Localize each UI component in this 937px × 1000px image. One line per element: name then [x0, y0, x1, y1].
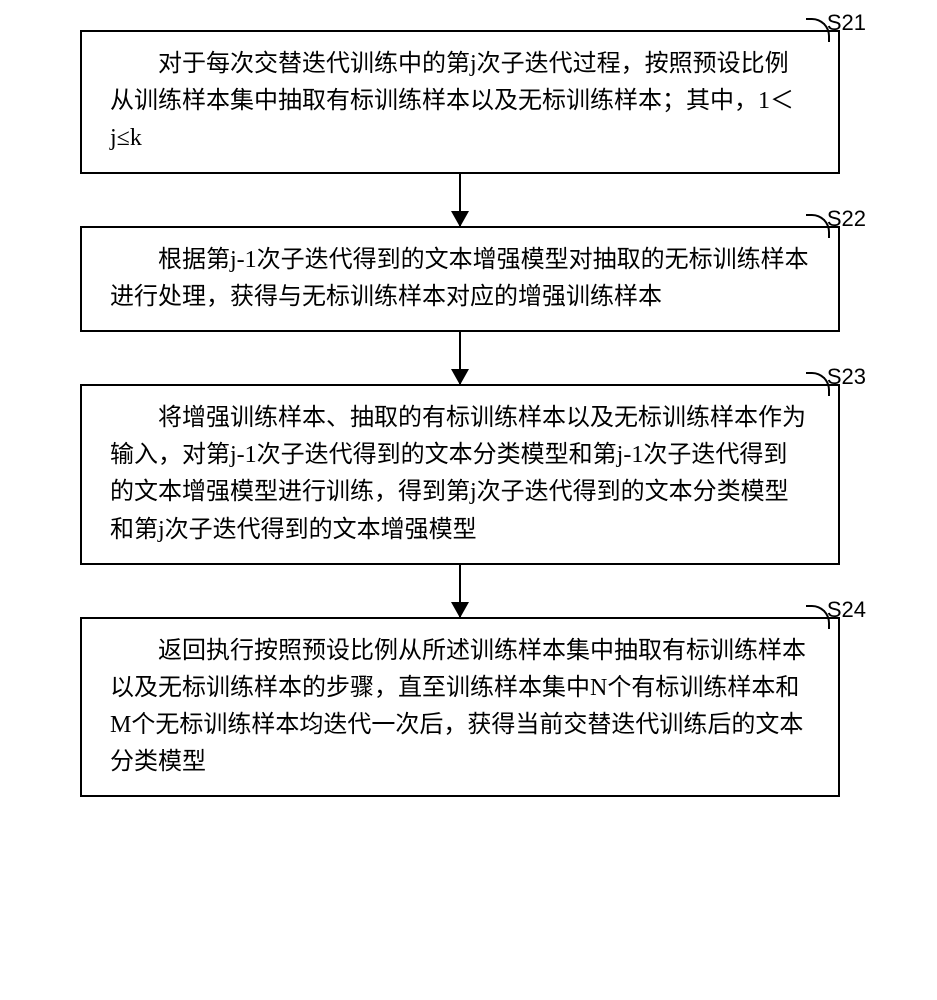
flow-step-s23: S23 将增强训练样本、抽取的有标训练样本以及无标训练样本作为输入，对第j-1次… — [80, 384, 840, 565]
flow-arrow — [459, 174, 461, 226]
step-label-s21: S21 — [779, 6, 866, 40]
flow-step-s22: S22 根据第j-1次子迭代得到的文本增强模型对抽取的无标训练样本进行处理，获得… — [80, 226, 840, 332]
flow-step-s21: S21 对于每次交替迭代训练中的第j次子迭代过程，按照预设比例从训练样本集中抽取… — [80, 30, 840, 174]
flow-arrow — [459, 565, 461, 617]
step-text-s22: 根据第j-1次子迭代得到的文本增强模型对抽取的无标训练样本进行处理，获得与无标训… — [110, 247, 809, 310]
step-text-s23: 将增强训练样本、抽取的有标训练样本以及无标训练样本作为输入，对第j-1次子迭代得… — [110, 405, 806, 543]
step-text-s21: 对于每次交替迭代训练中的第j次子迭代过程，按照预设比例从训练样本集中抽取有标训练… — [110, 51, 794, 151]
step-label-s22: S22 — [779, 202, 866, 236]
flow-arrow — [459, 332, 461, 384]
step-text-s24: 返回执行按照预设比例从所述训练样本集中抽取有标训练样本以及无标训练样本的步骤，直… — [110, 638, 806, 776]
flow-step-s24: S24 返回执行按照预设比例从所述训练样本集中抽取有标训练样本以及无标训练样本的… — [80, 617, 840, 798]
flowchart-container: S21 对于每次交替迭代训练中的第j次子迭代过程，按照预设比例从训练样本集中抽取… — [50, 30, 870, 797]
step-label-s23: S23 — [779, 360, 866, 394]
step-label-s24: S24 — [779, 593, 866, 627]
